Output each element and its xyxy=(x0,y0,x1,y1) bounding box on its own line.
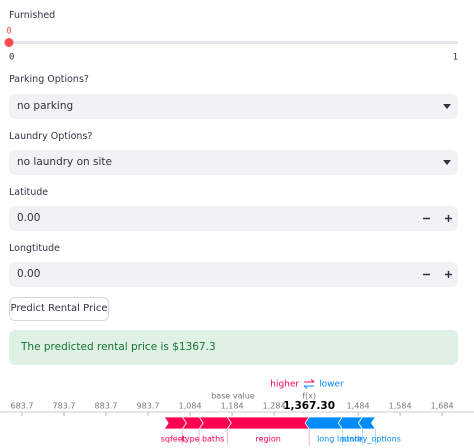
force-segment xyxy=(226,416,314,430)
slider-max: 1 xyxy=(453,53,458,63)
feature-label: state xyxy=(342,435,362,444)
slider-track xyxy=(9,41,458,44)
output-name: f(x) xyxy=(302,392,316,401)
latitude-input[interactable]: 0.00 xyxy=(9,206,458,231)
x-tick-label: 1,184 xyxy=(221,402,244,411)
force-segment xyxy=(357,416,377,430)
stepper[interactable] xyxy=(419,262,458,287)
furnished-slider[interactable]: 0 0 1 xyxy=(0,24,474,64)
longitude-value: 0.00 xyxy=(17,268,41,280)
force-plot: higher lower base value f(x) 683.7 783.7 883.7… xyxy=(0,379,474,445)
result-text: The predicted rental price is $1367.3 xyxy=(21,341,216,353)
dropdown-arrow xyxy=(443,160,451,165)
parking-label: Parking Options? xyxy=(9,74,89,85)
force-segment xyxy=(163,416,187,430)
force-segment xyxy=(198,416,232,430)
laundry-label: Laundry Options? xyxy=(9,131,93,142)
predict-button[interactable]: Predict Rental Price xyxy=(9,297,109,321)
x-tick-label: 1,484 xyxy=(347,402,370,411)
dropdown-arrow xyxy=(443,104,451,109)
x-tick-label: 1,084 xyxy=(179,402,202,411)
feature-label: baths xyxy=(202,435,224,444)
x-tick-label: 983.7 xyxy=(137,402,160,411)
base-value-label: base value xyxy=(211,392,255,401)
x-tick-label: 1,684 xyxy=(431,402,454,411)
longitude-input[interactable]: 0.00 xyxy=(9,262,458,287)
furnished-label: Furnished xyxy=(9,10,56,21)
legend-arrow xyxy=(303,385,315,389)
latitude-label: Latitude xyxy=(9,187,49,198)
feature-label: type xyxy=(182,435,200,444)
parking-value: no parking xyxy=(17,100,74,112)
feature-label: sqfeet xyxy=(161,435,186,444)
x-tick-label: 683.7 xyxy=(11,402,34,411)
laundry-value: no laundry on site xyxy=(17,156,112,168)
lower-label: lower xyxy=(319,380,344,390)
feature-label: region xyxy=(256,435,281,444)
slider-thumb xyxy=(4,38,14,47)
slider-min: 0 xyxy=(9,53,14,63)
force-segment xyxy=(304,416,344,430)
x-tick-label: 1,584 xyxy=(389,402,412,411)
legend-arrow xyxy=(304,379,315,383)
longitude-label: Longtitude xyxy=(9,243,60,254)
parking-select[interactable]: no parking xyxy=(9,94,458,119)
x-tick-label: 783.7 xyxy=(53,402,76,411)
output-value: 1,367.30 xyxy=(283,400,335,412)
slider-value: 0 xyxy=(6,27,11,37)
stepper[interactable] xyxy=(419,206,458,231)
higher-label: higher xyxy=(270,380,299,390)
x-tick-label: 883.7 xyxy=(95,402,118,411)
latitude-value: 0.00 xyxy=(17,212,41,224)
feature-label: laundry_options xyxy=(337,435,401,444)
success-alert: The predicted rental price is $1367.3 xyxy=(9,330,458,365)
x-tick-label: 1,284 xyxy=(263,402,286,411)
feature-label: long xyxy=(317,435,334,444)
laundry-select[interactable]: no laundry on site xyxy=(9,150,458,175)
